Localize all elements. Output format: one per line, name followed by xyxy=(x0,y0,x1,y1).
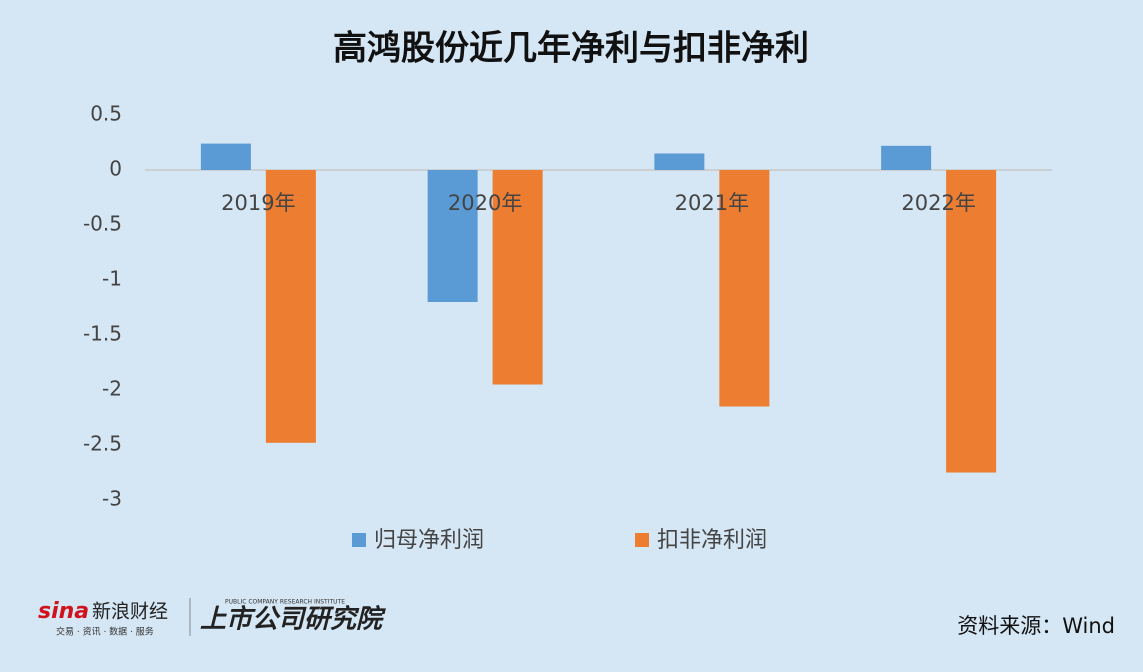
legend-swatch xyxy=(635,533,649,547)
y-tick-label: -3 xyxy=(102,487,122,511)
logo-institute-en: PUBLIC COMPANY RESEARCH INSTITUTE xyxy=(225,599,345,606)
y-tick-label: -1 xyxy=(102,267,122,291)
y-tick-label: -2 xyxy=(102,377,122,401)
bar xyxy=(654,153,705,170)
y-tick-label: -2.5 xyxy=(83,432,122,456)
y-tick-label: 0.5 xyxy=(90,102,122,126)
x-tick-label: 2022年 xyxy=(901,191,975,215)
bar xyxy=(881,145,932,170)
bar xyxy=(719,170,770,407)
chart-title: 高鸿股份近几年净利与扣非净利 xyxy=(333,29,809,69)
footer: sina 新浪财经 交易 · 资讯 · 数据 · 服务 PUBLIC COMPA… xyxy=(38,598,1115,638)
logo-sina: sina xyxy=(38,599,89,624)
source: 资料来源：Wind xyxy=(957,614,1115,638)
y-tick-label: -1.5 xyxy=(83,322,122,346)
legend-swatch xyxy=(352,533,366,547)
x-tick-label: 2019年 xyxy=(221,191,295,215)
bar xyxy=(265,170,316,443)
y-tick-label: -0.5 xyxy=(83,212,122,236)
legend-label: 归母净利润 xyxy=(374,528,484,553)
logo-sina-tagline: 交易 · 资讯 · 数据 · 服务 xyxy=(56,626,154,638)
legend-label: 扣非净利润 xyxy=(657,528,767,553)
logo-sina-name: 新浪财经 xyxy=(92,601,168,623)
bar xyxy=(427,170,478,302)
logo-institute: 上市公司研究院 xyxy=(200,605,386,635)
y-tick-label: 0 xyxy=(109,157,122,181)
bar xyxy=(492,170,543,385)
x-tick-label: 2020年 xyxy=(448,191,522,215)
x-tick-label: 2021年 xyxy=(675,191,749,215)
bar xyxy=(946,170,997,473)
bar xyxy=(200,143,251,170)
